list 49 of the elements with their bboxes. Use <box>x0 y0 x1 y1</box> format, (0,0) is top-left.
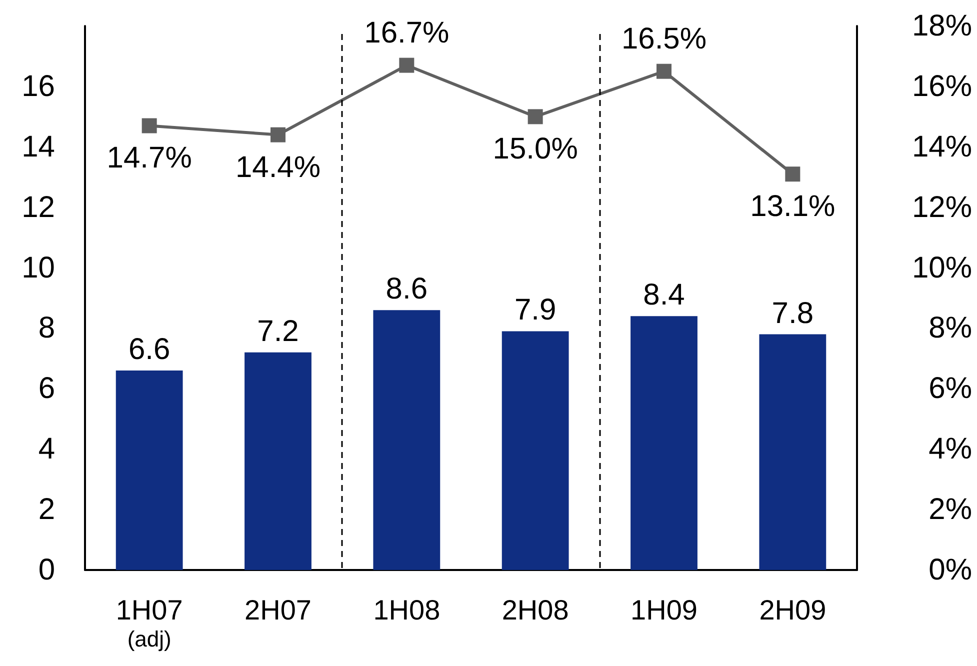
y-tick-label: 2 <box>38 493 55 526</box>
y2-tick-label: 4% <box>928 432 972 466</box>
y2-tick-label: 2% <box>928 493 972 526</box>
x-tick-label: 1H09 <box>630 594 698 626</box>
data-label: 8.4 <box>643 278 685 312</box>
point <box>785 166 800 182</box>
data-label: 7.8 <box>772 296 814 330</box>
x-tick-label: 2H08 <box>502 594 569 626</box>
bar <box>373 310 440 570</box>
y-tick-label: 16 <box>22 70 55 103</box>
data-label: 16.7% <box>364 16 450 50</box>
data-label: 14.4% <box>235 150 321 184</box>
point <box>270 127 286 142</box>
y2-tick-label: 6% <box>928 372 972 406</box>
bar <box>630 316 698 570</box>
data-label: 13.1% <box>750 190 836 224</box>
bar <box>502 331 569 570</box>
point <box>656 64 672 79</box>
point <box>142 118 157 134</box>
y-tick-label: 8 <box>38 312 55 345</box>
point <box>528 109 543 124</box>
y2-tick-label: 0% <box>928 554 972 586</box>
data-label: 7.2 <box>257 314 299 348</box>
y2-tick-label: 16% <box>912 70 972 103</box>
data-label: 16.5% <box>621 22 707 56</box>
y-tick-label: 4 <box>38 432 55 466</box>
y-tick-label: 0 <box>38 554 55 586</box>
bar <box>244 352 312 570</box>
y-tick-label: 10 <box>22 251 55 284</box>
y2-tick-label: 12% <box>912 190 972 224</box>
y2-tick-label: 10% <box>912 251 972 284</box>
x-tick-label: 1H07 (adj) <box>116 594 183 652</box>
x-tick-label: 2H09 <box>759 594 826 626</box>
x-tick-label: 2H07 <box>244 594 312 626</box>
x-tick-label: 1H08 <box>373 594 440 626</box>
y2-tick-label: 14% <box>912 130 972 164</box>
data-label: 7.9 <box>514 294 556 327</box>
y-tick-label: 12 <box>22 190 55 224</box>
y-tick-label: 6 <box>38 372 55 406</box>
y2-tick-label: 8% <box>928 312 972 345</box>
y-tick-label: 14 <box>22 130 55 164</box>
bar <box>116 370 183 570</box>
data-label: 8.6 <box>386 272 428 306</box>
y2-tick-label: 18% <box>912 10 972 42</box>
point <box>399 58 414 73</box>
data-label: 14.7% <box>106 142 192 175</box>
data-label: 6.6 <box>128 333 170 366</box>
bar <box>759 334 826 570</box>
data-label: 15.0% <box>492 132 578 166</box>
